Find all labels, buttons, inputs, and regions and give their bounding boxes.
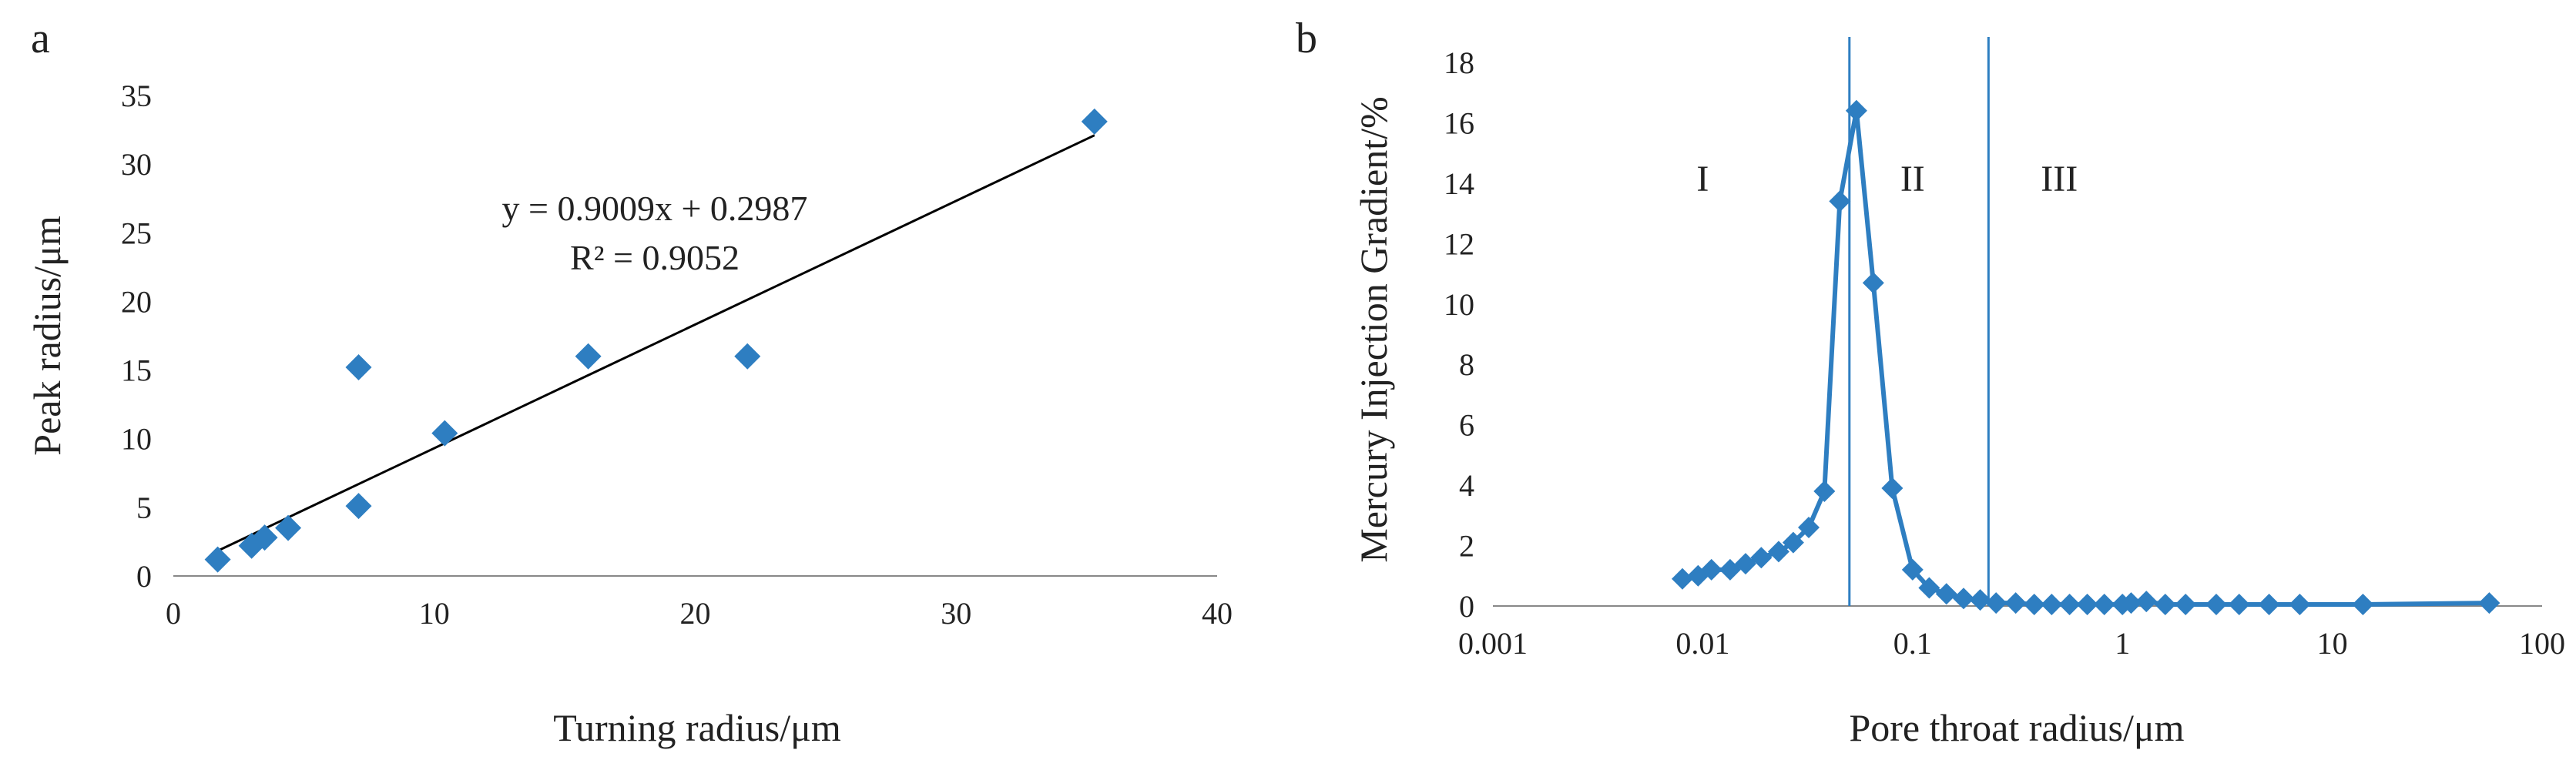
panel-b-region-label: III <box>2041 159 2078 199</box>
panel-b-region-boundaries <box>1848 37 1990 606</box>
panel-b-x-tick-label: 0.01 <box>1675 626 1729 661</box>
panel-b-data-point <box>2175 594 2197 616</box>
panel-a-scatter-chart: a 0 10 20 30 40 0 5 10 15 20 25 30 35 y = 0.9009x +… <box>25 15 1233 749</box>
panel-a-x-tick-label: 40 <box>1202 596 1233 631</box>
panel-a-equation: y = 0.9009x + 0.2987 <box>502 189 808 228</box>
panel-b-x-tick-label: 0.001 <box>1458 626 1528 661</box>
panel-b-y-axis-title: Mercury Injection Gradient/% <box>1352 96 1395 562</box>
panel-b-data-point <box>1735 553 1757 575</box>
panel-b-data-point <box>1901 558 1924 581</box>
panel-a-y-tick-label: 10 <box>121 422 152 457</box>
panel-b-x-tick-label: 1 <box>2115 626 2130 661</box>
panel-b-data-point <box>1750 547 1773 569</box>
panel-a-y-tick-label: 30 <box>121 147 152 182</box>
panel-b-data-point <box>2041 594 2063 616</box>
panel-a-x-tick-label: 30 <box>941 596 971 631</box>
panel-b-data-point <box>1845 99 1867 122</box>
panel-b-data-point <box>2076 594 2098 616</box>
panel-b-data-point <box>1782 531 1804 554</box>
panel-b-y-tick-labels: 0 2 4 6 8 10 12 14 16 18 <box>1444 45 1474 624</box>
panel-a-data-point <box>204 546 231 573</box>
panel-a-data-point <box>1081 108 1108 135</box>
panel-a-data-point <box>251 524 278 551</box>
panel-a-x-tick-label: 20 <box>680 596 711 631</box>
panel-b-x-axis-title: Pore throat radius/μm <box>1849 706 2184 749</box>
panel-a-data-point <box>275 514 302 541</box>
panel-b-x-tick-label: 10 <box>2317 626 2348 661</box>
panel-a-r-squared: R² = 0.9052 <box>570 238 740 277</box>
panel-b-data-point <box>1862 272 1884 294</box>
panel-a-y-tick-label: 5 <box>136 490 152 525</box>
panel-b-data-point <box>1935 583 1957 605</box>
panel-b-y-tick-label: 14 <box>1444 166 1474 201</box>
panel-a-trendline <box>216 134 1095 552</box>
panel-a-data-point <box>431 420 458 447</box>
panel-b-y-tick-label: 0 <box>1459 589 1474 624</box>
panel-a-y-tick-label: 15 <box>121 353 152 388</box>
panel-b-y-tick-label: 6 <box>1459 408 1474 443</box>
panel-b-data-point <box>1969 589 1991 611</box>
panel-b-x-tick-labels: 0.001 0.01 0.1 1 10 100 <box>1458 626 2565 661</box>
panel-a-data-point <box>575 343 602 370</box>
panel-a-data-point <box>734 343 761 370</box>
panel-b-data-point <box>1700 558 1722 581</box>
panel-b-data-point <box>1798 517 1820 539</box>
panel-a-x-tick-label: 10 <box>419 596 450 631</box>
panel-b-y-tick-label: 2 <box>1459 529 1474 564</box>
panel-b-y-tick-label: 18 <box>1444 45 1474 80</box>
panel-b-y-tick-label: 4 <box>1459 468 1474 503</box>
panel-b-data-point <box>1918 577 1940 599</box>
panel-b-data-point <box>2120 592 2142 614</box>
panel-a-data-point <box>345 354 372 381</box>
panel-b-data-point <box>2135 591 2158 613</box>
panel-b-data-point <box>1985 592 2007 614</box>
panel-b-data-point <box>1767 541 1789 563</box>
panel-b-data-point <box>2289 594 2311 616</box>
panel-a-y-tick-label: 0 <box>136 559 152 594</box>
panel-b-data-point <box>2004 592 2027 614</box>
panel-a-letter: a <box>31 15 50 62</box>
panel-b-data-point <box>1953 588 1975 610</box>
panel-b-data-point <box>2205 594 2228 616</box>
panel-b-data-point <box>2478 592 2501 614</box>
panel-a-x-tick-labels: 0 10 20 30 40 <box>166 596 1233 631</box>
panel-b-y-tick-label: 16 <box>1444 105 1474 140</box>
panel-b-data-point <box>1672 567 1694 590</box>
panel-b-data-point <box>2228 594 2250 616</box>
panel-b-data-point <box>2058 594 2081 616</box>
panel-b-data-point <box>2258 594 2280 616</box>
panel-b-data-point <box>2154 594 2176 616</box>
panel-b-y-tick-label: 10 <box>1444 287 1474 322</box>
panel-a-y-tick-label: 35 <box>121 79 152 113</box>
panel-a-x-tick-label: 0 <box>166 596 181 631</box>
panel-b-y-tick-label: 12 <box>1444 226 1474 261</box>
panel-a-data-points <box>204 108 1108 573</box>
panel-b-region-label: II <box>1900 159 1925 199</box>
panel-b-data-points <box>1672 99 2501 616</box>
panel-b-x-tick-label: 100 <box>2519 626 2565 661</box>
panel-b-data-point <box>1829 190 1851 213</box>
panel-b-letter: b <box>1296 15 1317 62</box>
panel-b-y-tick-label: 8 <box>1459 347 1474 382</box>
panel-b-data-point <box>2352 594 2374 616</box>
panel-b-data-point <box>1813 480 1836 502</box>
panel-b-region-label: I <box>1696 159 1709 199</box>
panel-a-y-tick-labels: 0 5 10 15 20 25 30 35 <box>121 79 152 594</box>
panel-b-data-point <box>2023 594 2045 616</box>
panel-a-y-axis-title: Peak radius/μm <box>25 216 69 456</box>
panel-a-x-axis-title: Turning radius/μm <box>553 706 841 749</box>
panel-a-data-point <box>345 493 372 520</box>
panel-a-y-tick-label: 25 <box>121 216 152 250</box>
panel-b-region-labels: I II III <box>1696 159 2078 199</box>
panel-b-data-point <box>2093 594 2115 616</box>
panel-b-data-point <box>1881 477 1903 500</box>
panel-b-x-tick-label: 0.1 <box>1893 626 1932 661</box>
panel-a-y-tick-label: 20 <box>121 284 152 319</box>
